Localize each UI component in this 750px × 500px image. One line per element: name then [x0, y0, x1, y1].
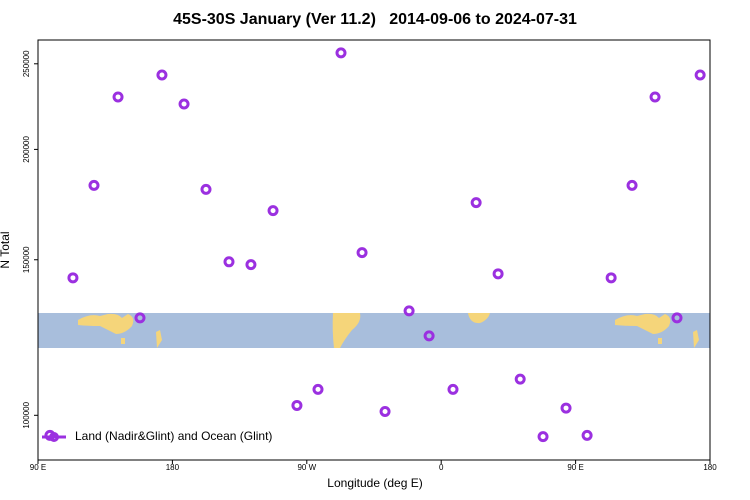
- legend-marker: [49, 432, 59, 442]
- point: [134, 312, 146, 324]
- point: [626, 179, 638, 191]
- point: [492, 268, 504, 280]
- y-tick-label: 250000: [22, 50, 31, 77]
- point: [470, 197, 482, 209]
- x-tick-label: 180: [166, 463, 180, 472]
- point: [694, 69, 706, 81]
- point: [403, 305, 415, 317]
- map-strip: [38, 313, 710, 348]
- point: [200, 183, 212, 195]
- x-tick-label: 90 W: [297, 463, 316, 472]
- y-tick-label: 150000: [22, 246, 31, 273]
- point: [560, 402, 572, 414]
- point: [423, 330, 435, 342]
- plot-frame: [37, 39, 711, 461]
- chart-title: 45S-30S January (Ver 11.2) 2014-09-06 to…: [173, 11, 577, 28]
- x-tick-label: 90 E: [30, 463, 46, 472]
- point: [267, 205, 279, 217]
- y-tick-label: 100000: [22, 401, 31, 428]
- y-axis-label: N Total: [0, 231, 12, 268]
- point: [605, 272, 617, 284]
- point: [223, 256, 235, 268]
- point: [88, 179, 100, 191]
- point: [379, 405, 391, 417]
- point: [291, 399, 303, 411]
- point: [156, 69, 168, 81]
- point: [178, 98, 190, 110]
- point: [312, 383, 324, 395]
- point: [514, 373, 526, 385]
- x-tick-label: 180: [703, 463, 717, 472]
- point: [537, 431, 549, 443]
- point: [335, 47, 347, 59]
- legend-label: Land (Nadir&Glint) and Ocean (Glint): [75, 429, 272, 443]
- point: [245, 259, 257, 271]
- x-tick-label: 90 E: [567, 463, 583, 472]
- point: [447, 383, 459, 395]
- point: [356, 247, 368, 259]
- point: [112, 91, 124, 103]
- point: [671, 312, 683, 324]
- y-tick-label: 200000: [22, 136, 31, 163]
- point: [649, 91, 661, 103]
- point: [581, 429, 593, 441]
- x-axis-label: Longitude (deg E): [327, 476, 422, 490]
- x-tick-label: 0: [439, 463, 444, 472]
- point: [67, 272, 79, 284]
